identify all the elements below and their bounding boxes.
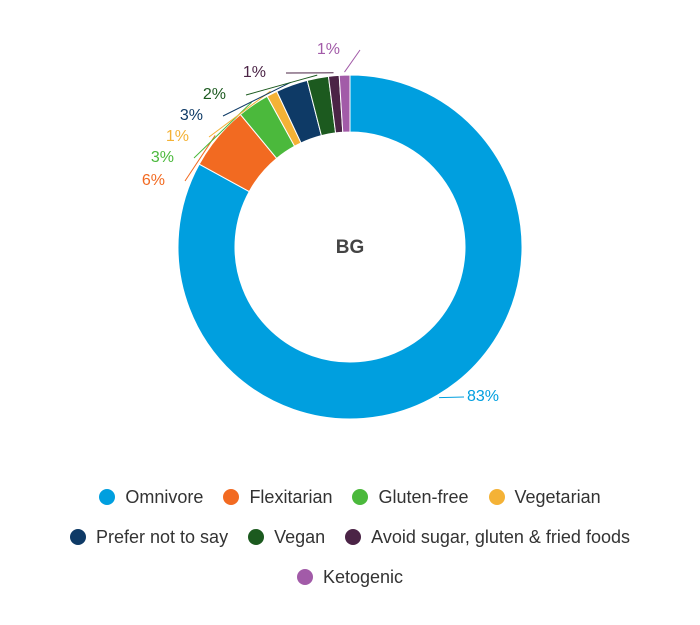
leader-line [245, 74, 318, 96]
legend-item: Vegan [248, 524, 325, 550]
value-label: 3% [151, 149, 174, 166]
value-label: 1% [166, 128, 189, 145]
legend-swatch [248, 529, 265, 545]
legend-label: Ketogenic [322, 566, 404, 587]
legend-item: Flexitarian [223, 484, 332, 510]
legend-label: Gluten-free [378, 486, 469, 507]
donut-slice [177, 74, 523, 420]
legend-item: Vegetarian [488, 484, 601, 510]
legend-label: Prefer not to say [96, 526, 229, 547]
legend-item: Omnivore [99, 484, 203, 510]
legend-item: Ketogenic [296, 564, 404, 590]
legend-label: Flexitarian [249, 486, 333, 507]
legend-item: Avoid sugar, gluten & fried foods [345, 524, 630, 550]
value-label: 1% [317, 41, 340, 58]
value-label: 3% [180, 107, 203, 124]
legend-label: Vegetarian [514, 486, 601, 507]
legend: Omnivore Flexitarian Gluten-free Vegetarian… [40, 484, 660, 590]
value-label: 83% [467, 388, 499, 405]
legend-swatch [352, 489, 369, 505]
leader-line [222, 81, 291, 117]
legend-label: Omnivore [125, 486, 204, 507]
legend-item: Prefer not to say [70, 524, 228, 550]
center-label: BG [336, 237, 365, 258]
legend-label: Vegan [274, 526, 326, 547]
value-label: 1% [243, 64, 266, 81]
legend-swatch [345, 529, 362, 545]
legend-swatch [296, 569, 313, 585]
value-label: 6% [142, 172, 165, 189]
legend-label: Avoid sugar, gluten & fried foods [371, 526, 630, 547]
legend-swatch [99, 489, 116, 505]
value-label: 2% [203, 86, 226, 103]
leader-line [184, 135, 216, 182]
legend-item: Gluten-free [352, 484, 469, 510]
leader-line [439, 396, 465, 399]
legend-swatch [488, 489, 505, 505]
legend-swatch [223, 489, 240, 505]
chart: BG 83%6%3%1%3%2%1%1% [142, 41, 523, 420]
legend-swatch [70, 529, 86, 545]
donut-slice [338, 74, 351, 133]
leader-line [344, 49, 361, 73]
